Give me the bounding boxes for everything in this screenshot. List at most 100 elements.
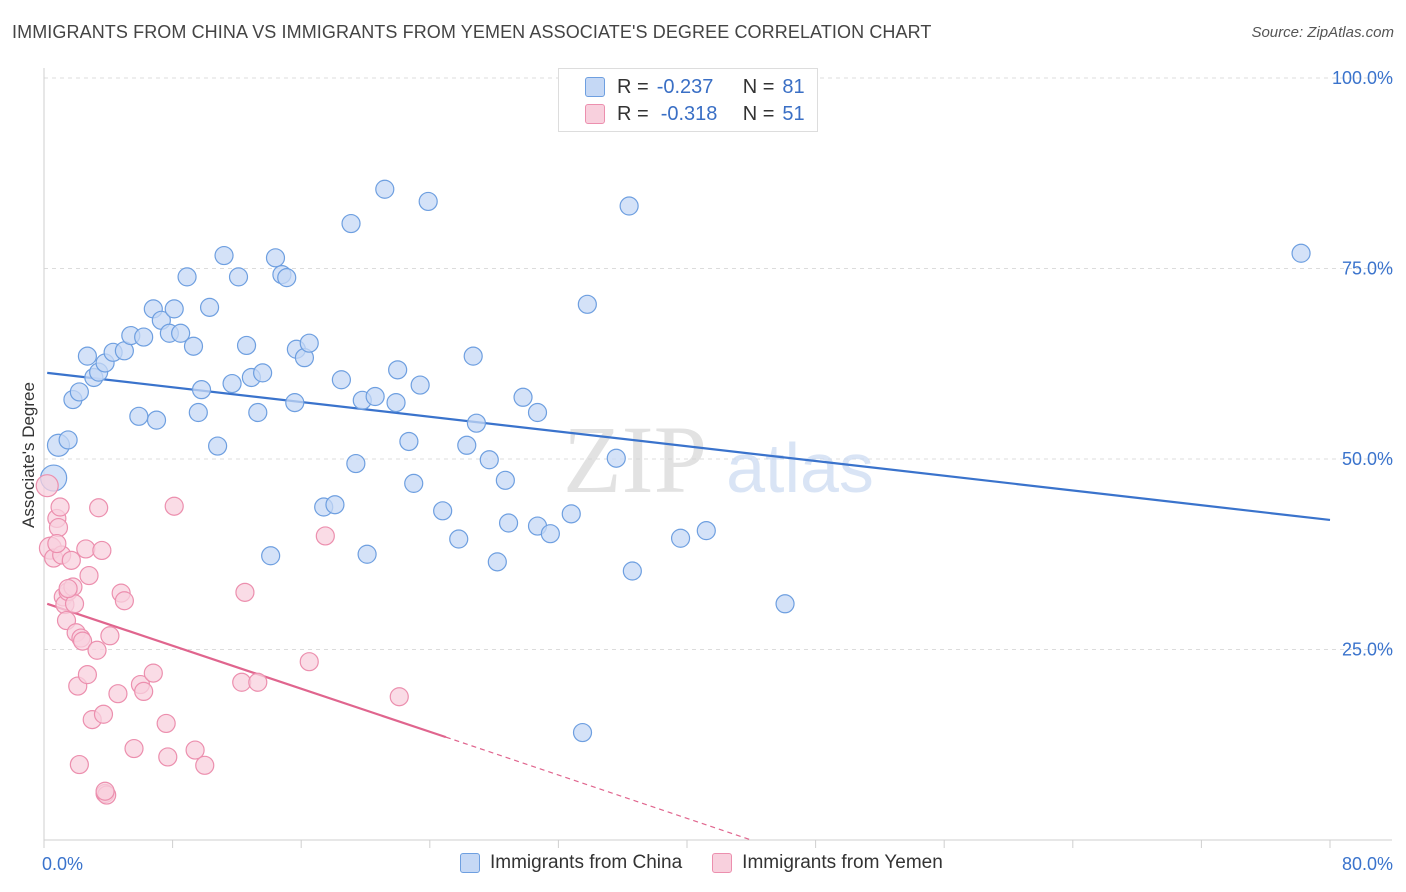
china-point-53 (404, 473, 424, 493)
yemen-point-18 (72, 631, 93, 651)
yemen-point-25 (92, 540, 112, 561)
yemen-point-24 (89, 498, 109, 518)
china-point-77 (775, 594, 795, 614)
axes (43, 68, 1392, 848)
yemen-trend-line (46, 602, 447, 739)
legend-swatch-china (460, 853, 480, 873)
china-point-76 (696, 521, 716, 541)
trend-lines (46, 371, 1331, 841)
yemen-point-47 (389, 687, 409, 707)
china-swatch (585, 77, 605, 97)
yemen-point-49 (58, 578, 78, 599)
china-point-19 (171, 323, 191, 343)
grid-lines (44, 77, 1392, 650)
watermark-zip: ZIP (563, 406, 707, 513)
china-point-45 (346, 453, 366, 474)
yemen-point-0 (35, 474, 59, 498)
china-point-68 (540, 524, 560, 544)
yemen-n-label: N = (742, 102, 775, 125)
yemen-point-40 (185, 740, 205, 760)
yemen-point-30 (108, 684, 128, 704)
yemen-point-36 (143, 663, 163, 683)
china-point-69 (561, 504, 581, 524)
yemen-r-label: R = (617, 102, 649, 125)
china-point-29 (236, 335, 257, 356)
legend-label-china: Immigrants from China (490, 852, 683, 873)
yemen-point-39 (164, 496, 184, 516)
yemen-point-44 (248, 672, 268, 692)
china-point-56 (433, 501, 453, 521)
yemen-point-23 (87, 640, 107, 660)
china-point-70 (572, 722, 593, 743)
china-point-40 (299, 333, 319, 353)
tick-labels: 100.0% 75.0% 50.0% 25.0% 0.0% 80.0% (42, 68, 1393, 874)
china-point-21 (183, 336, 204, 356)
china-point-48 (365, 386, 385, 407)
china-point-64 (498, 513, 519, 533)
china-point-72 (606, 448, 626, 468)
china-point-73 (619, 196, 639, 216)
china-point-23 (188, 402, 208, 423)
china-point-52 (399, 431, 419, 452)
yemen-point-29 (100, 626, 120, 646)
y-tick-label-0: 100.0% (1332, 68, 1393, 88)
yemen-point-4 (48, 517, 69, 538)
china-point-74 (622, 561, 642, 581)
china-point-26 (214, 245, 234, 266)
series-legend: Immigrants from China Immigrants from Ye… (460, 852, 973, 874)
x-tick-label-max: 80.0% (1342, 854, 1393, 874)
y-tick-label-1: 75.0% (1342, 259, 1393, 279)
china-point-2 (58, 430, 78, 450)
china-point-78 (1291, 243, 1311, 263)
china-point-5 (77, 346, 98, 366)
china-n-label: N = (742, 75, 775, 98)
yemen-n-value: 51 (782, 102, 805, 125)
yemen-point-19 (76, 539, 96, 559)
y-axis-label: Associate's Degree (19, 382, 38, 528)
y-tick-label-3: 25.0% (1342, 640, 1393, 660)
yemen-point-21 (79, 565, 99, 586)
legend-swatch-yemen (712, 853, 733, 873)
yemen-trend-extension (445, 736, 752, 841)
yemen-point-37 (156, 713, 176, 734)
china-point-14 (146, 410, 167, 430)
legend-item-china[interactable]: Immigrants from China (460, 852, 682, 874)
china-point-65 (513, 387, 533, 407)
china-point-57 (449, 529, 469, 549)
yemen-point-33 (124, 738, 144, 759)
china-point-71 (577, 294, 597, 314)
china-point-44 (341, 213, 361, 234)
china-trend-line (47, 371, 1331, 522)
yemen-point-5 (50, 497, 70, 517)
china-point-33 (261, 546, 281, 566)
china-point-54 (410, 375, 430, 395)
china-point-31 (248, 402, 268, 423)
china-point-59 (463, 346, 483, 366)
yemen-point-43 (235, 582, 255, 602)
china-point-18 (164, 299, 184, 319)
china-point-43 (331, 370, 351, 390)
watermark: ZIP atlas (563, 406, 874, 513)
china-point-63 (495, 470, 515, 490)
yemen-point-32 (114, 591, 134, 611)
china-point-12 (129, 406, 149, 426)
china-point-24 (199, 297, 220, 317)
yemen-point-16 (69, 754, 89, 775)
yemen-point-48 (95, 781, 115, 801)
china-point-58 (457, 435, 477, 455)
data-points (35, 179, 1311, 805)
china-point-50 (386, 393, 406, 413)
china-point-66 (527, 402, 548, 423)
china-point-60 (466, 413, 487, 433)
yemen-point-38 (158, 747, 178, 767)
china-point-47 (357, 544, 377, 564)
china-point-32 (253, 363, 273, 383)
china-point-49 (375, 179, 395, 199)
china-point-34 (265, 248, 286, 268)
china-point-62 (487, 552, 507, 572)
legend-item-yemen[interactable]: Immigrants from Yemen (712, 852, 943, 874)
china-point-25 (208, 436, 228, 456)
yemen-point-45 (299, 652, 319, 672)
yemen-r-value: -0.318 (660, 102, 718, 125)
china-point-42 (325, 495, 345, 515)
